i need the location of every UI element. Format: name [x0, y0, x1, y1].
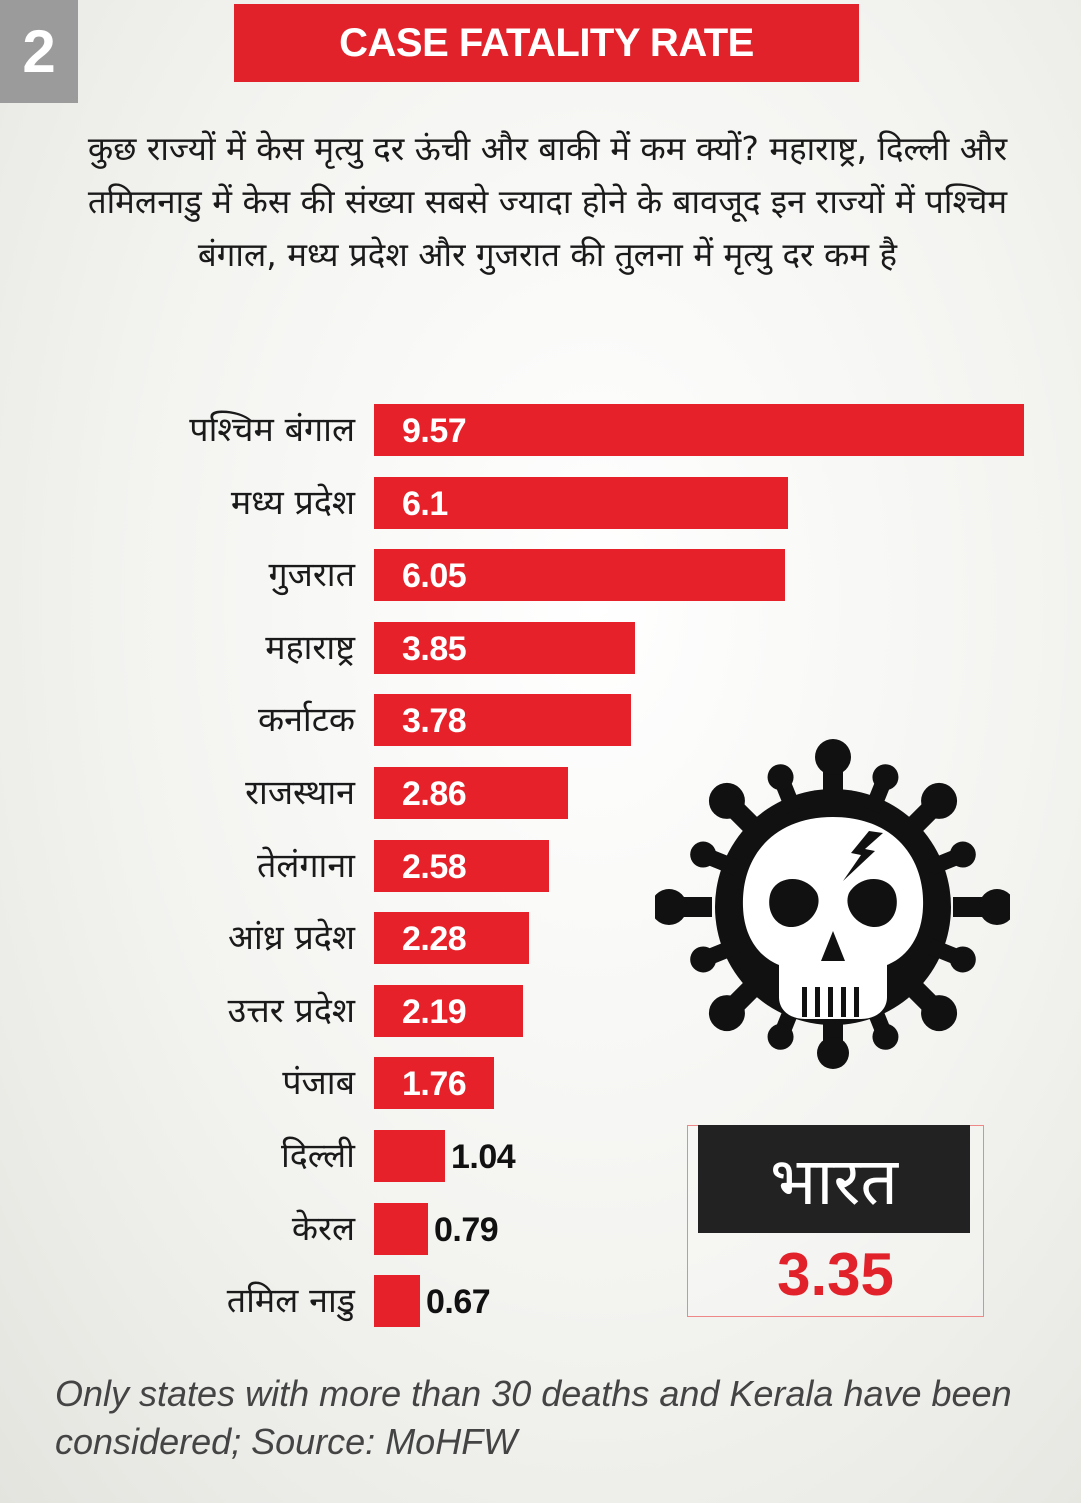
value-label: 2.28 — [402, 920, 467, 958]
category-label: उत्तर प्रदेश — [227, 991, 355, 1031]
bar — [374, 1203, 428, 1255]
virus-skull-icon — [655, 739, 1010, 1069]
bar — [374, 985, 523, 1037]
value-label: 2.86 — [402, 775, 467, 813]
bar — [374, 549, 785, 601]
value-label: 0.79 — [434, 1211, 499, 1249]
value-label: 9.57 — [402, 412, 467, 450]
value-label: 3.85 — [402, 630, 467, 668]
bar — [374, 694, 631, 746]
category-label: दिल्ली — [280, 1136, 355, 1176]
category-label: मध्य प्रदेश — [230, 483, 355, 523]
category-label: केरल — [291, 1209, 355, 1249]
category-label: तमिल नाडु — [226, 1281, 355, 1321]
bar — [374, 1275, 420, 1327]
category-label: महाराष्ट्र — [265, 628, 355, 668]
bar — [374, 912, 529, 964]
bar — [374, 622, 635, 674]
section-number-badge: 2 — [0, 0, 78, 103]
value-label: 6.05 — [402, 557, 467, 595]
national-label: भारत — [698, 1125, 970, 1233]
value-label: 6.1 — [402, 485, 448, 523]
bar — [374, 1130, 445, 1182]
chart-subtitle: कुछ राज्यों में केस मृत्यु दर ऊंची और बा… — [87, 129, 1008, 274]
category-label: आंध्र प्रदेश — [228, 918, 355, 958]
category-label: राजस्थान — [245, 773, 355, 813]
category-label: गुजरात — [268, 555, 355, 595]
chart-title: CASE FATALITY RATE — [234, 4, 859, 82]
bar — [374, 840, 549, 892]
value-label: 1.76 — [402, 1065, 467, 1103]
value-label: 1.04 — [451, 1138, 516, 1176]
category-label: कर्नाटक — [257, 700, 355, 740]
value-label: 0.67 — [426, 1283, 491, 1321]
bar — [374, 1057, 494, 1109]
national-value: 3.35 — [777, 1241, 894, 1308]
bar — [374, 767, 568, 819]
category-label: पंजाब — [282, 1063, 355, 1103]
category-label: पश्चिम बंगाल — [189, 410, 355, 450]
value-label: 2.58 — [402, 848, 467, 886]
bar — [374, 404, 1024, 456]
category-label: तेलंगाना — [256, 846, 355, 886]
value-label: 2.19 — [402, 993, 467, 1031]
source-footnote: Only states with more than 30 deaths and… — [55, 1373, 1012, 1462]
value-label: 3.78 — [402, 702, 467, 740]
bar — [374, 477, 788, 529]
